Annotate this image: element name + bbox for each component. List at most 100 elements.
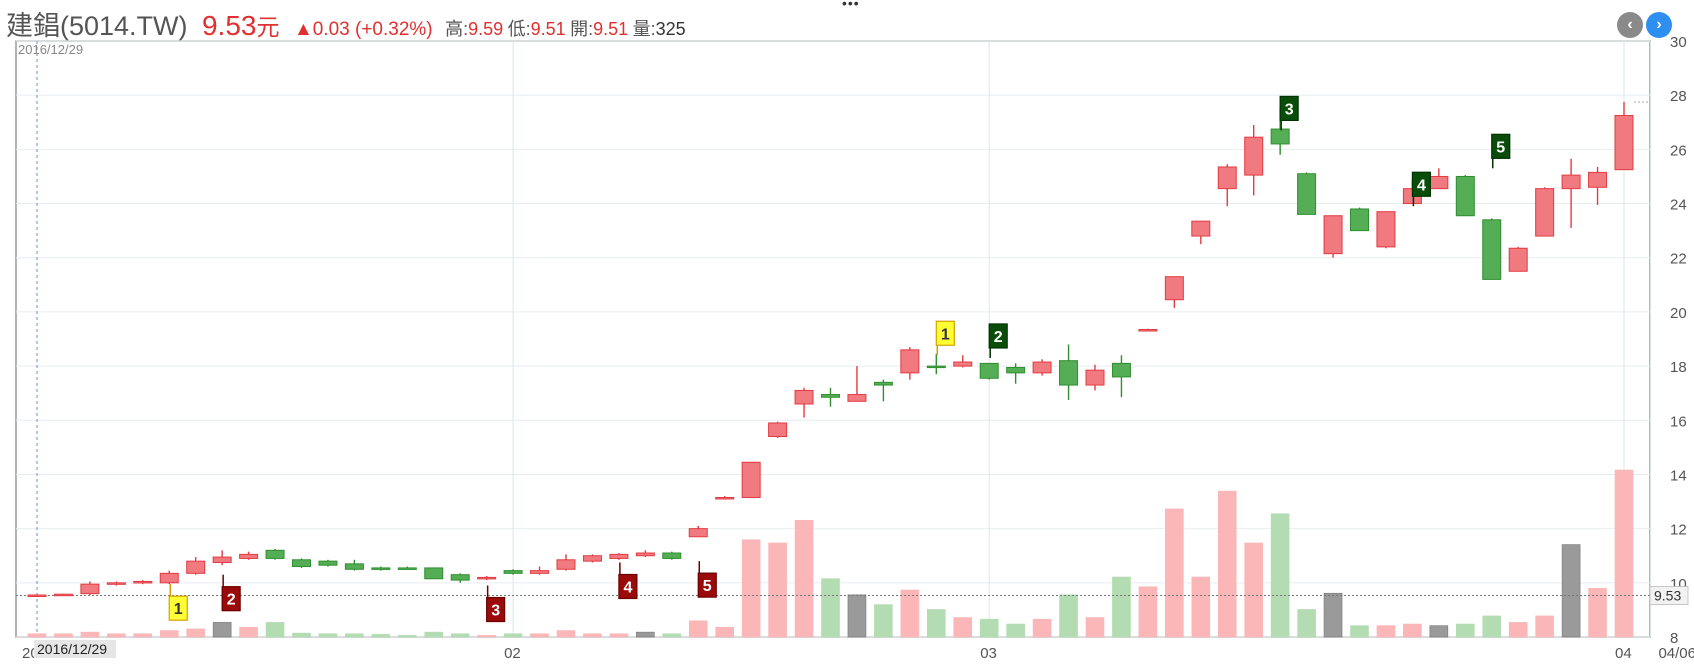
volume-bar (159, 630, 179, 638)
candle (318, 559, 338, 567)
candle-body (635, 552, 655, 557)
candle (1032, 359, 1052, 376)
volume-bar (1376, 625, 1396, 638)
volume-bar (371, 634, 391, 638)
volume-bar (900, 589, 920, 638)
candle-body (1059, 360, 1079, 386)
next-arrow-icon[interactable]: › (1646, 12, 1672, 38)
candle-body (821, 394, 840, 398)
x-crosshair-label: 2016/12/29 (37, 641, 107, 657)
candle-body (1482, 219, 1502, 280)
low-label: 低: (507, 19, 531, 39)
candle-body (1561, 174, 1581, 190)
marker-box (935, 320, 955, 346)
volume-bar (1403, 623, 1422, 638)
candle (159, 570, 179, 585)
price-change: ▲0.03 (+0.32%) (293, 19, 433, 40)
candle (1217, 164, 1237, 207)
candle-body (715, 496, 735, 500)
volume-bar (1456, 623, 1475, 638)
volume-bar (239, 626, 258, 638)
candle (186, 557, 206, 575)
high-label: 高: (445, 19, 469, 39)
candle (715, 496, 735, 500)
marker-box (221, 586, 241, 612)
volume-bar (133, 633, 153, 638)
candle-body (688, 528, 708, 538)
candle-body (900, 349, 920, 374)
candle (1006, 363, 1026, 384)
candle-body (397, 567, 417, 570)
marker-label: 2 (227, 592, 236, 609)
candle (1350, 207, 1369, 232)
marker-label: 1 (941, 326, 950, 343)
candle (926, 353, 946, 375)
prev-arrow-icon[interactable]: ‹ (1617, 12, 1643, 38)
candle-body (1376, 211, 1396, 248)
signal-marker: 2 (988, 323, 1008, 358)
volume-bar (1350, 625, 1369, 638)
signal-marker: 1 (168, 584, 188, 621)
candle-body (1111, 362, 1131, 378)
signal-marker: 5 (1491, 133, 1511, 169)
candle (1164, 276, 1184, 308)
drag-handle-dots[interactable]: ••• (842, 0, 860, 11)
volume-bar (1059, 594, 1078, 638)
candle-body (1455, 175, 1475, 217)
volume-bar (318, 633, 338, 638)
volume-bar (926, 609, 946, 638)
marker-label: 5 (1496, 139, 1505, 156)
candle (292, 558, 311, 568)
y-tick-label: 28 (1670, 88, 1687, 105)
volume-bar (1482, 615, 1502, 638)
volume-bar (54, 633, 73, 638)
volume-bar (609, 633, 629, 638)
volume-bar (345, 633, 364, 638)
candle (133, 580, 153, 585)
volume-bar (1112, 576, 1131, 638)
volume-bar (794, 519, 814, 638)
volume-bar (27, 633, 47, 638)
candle-body (503, 570, 523, 574)
x-tick-label: 03 (980, 645, 997, 662)
candle-body (292, 559, 311, 568)
y-tick-label: 8 (1670, 630, 1678, 647)
volume-bar (530, 633, 549, 638)
candle (688, 525, 708, 538)
candle (768, 421, 788, 438)
candle-body (424, 567, 444, 580)
candle-body (1588, 171, 1608, 188)
open-value: 9.51 (593, 19, 629, 39)
candle-body (979, 362, 999, 379)
candle-body (926, 365, 946, 369)
candle-body (186, 560, 206, 574)
current-price: 9.53 (201, 10, 257, 41)
candle-body (239, 553, 259, 559)
plot-frame (15, 40, 1651, 638)
y-tick-label: 16 (1670, 413, 1687, 430)
candle-body (1244, 136, 1264, 176)
open-label: 開: (570, 19, 594, 39)
candle (979, 362, 999, 380)
volume-bar (1217, 490, 1237, 638)
volume-bar (1297, 609, 1316, 638)
candle (1323, 215, 1343, 258)
candle-body (371, 567, 391, 570)
volume-value: 325 (655, 19, 686, 39)
signal-marker: 1 (935, 320, 955, 356)
candle-body (265, 549, 285, 559)
candle (900, 347, 920, 380)
candle (212, 550, 232, 566)
marker-box (618, 573, 638, 600)
candle (1111, 355, 1131, 398)
y-tick-label: 24 (1670, 197, 1687, 214)
signal-marker: 4 (618, 562, 638, 600)
marker-label: 4 (623, 580, 632, 597)
y-tick-label: 14 (1670, 467, 1687, 484)
candle (1482, 218, 1502, 280)
volume-bar (80, 631, 100, 638)
candle (609, 553, 629, 560)
candle-body (530, 570, 550, 574)
candle-body (1297, 173, 1317, 215)
